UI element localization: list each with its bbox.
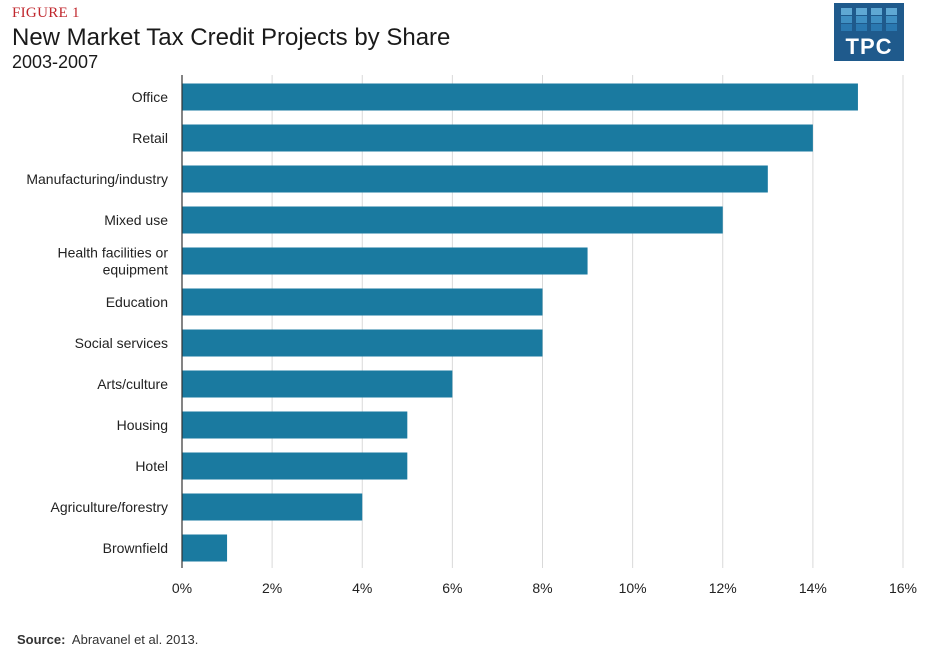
category-label: Arts/culture — [97, 376, 168, 392]
bar — [182, 411, 408, 439]
bar-chart: Office Retail Manufacturing/industry Mixed … — [26, 75, 917, 596]
bar — [182, 247, 588, 275]
logo-cell — [886, 8, 897, 15]
category-label: Manufacturing/industry — [26, 171, 168, 187]
source-note: Source: Abravanel et al. 2013. — [17, 632, 198, 647]
x-tick-label: 2% — [262, 580, 282, 596]
tpc-logo-text: TPC — [845, 34, 893, 59]
bar — [182, 329, 543, 357]
category-label: Mixed use — [104, 212, 168, 228]
x-tick-label: 14% — [799, 580, 827, 596]
category-label: Housing — [117, 417, 168, 433]
x-tick-label: 16% — [889, 580, 917, 596]
logo-cell — [856, 16, 867, 23]
category-label: Retail — [132, 130, 168, 146]
x-tick-label: 0% — [172, 580, 192, 596]
chart-title: New Market Tax Credit Projects by Share — [12, 24, 451, 51]
x-tick-label: 10% — [619, 580, 647, 596]
category-label: Agriculture/forestry — [51, 499, 168, 515]
category-label: Education — [106, 294, 168, 310]
bar — [182, 452, 408, 480]
x-tick-label: 8% — [532, 580, 552, 596]
bar — [182, 165, 768, 193]
logo-cell — [841, 24, 852, 31]
tpc-logo: TPC — [834, 3, 904, 61]
figure-label: FIGURE 1 — [12, 5, 80, 21]
bar — [182, 288, 543, 316]
category-label: Office — [132, 89, 169, 105]
logo-cell — [871, 8, 882, 15]
category-label: Social services — [75, 335, 168, 351]
logo-cell — [841, 16, 852, 23]
bar — [182, 534, 228, 562]
x-tick-label: 4% — [352, 580, 372, 596]
logo-cell — [871, 24, 882, 31]
logo-cell — [856, 8, 867, 15]
bar — [182, 493, 363, 521]
logo-cell — [886, 24, 897, 31]
category-label: Health facilities or equipment — [58, 245, 169, 278]
category-label: Brownfield — [103, 540, 168, 556]
logo-cell — [886, 16, 897, 23]
bar — [182, 370, 453, 398]
bar — [182, 83, 858, 111]
source-label: Source: — [17, 632, 66, 647]
bar — [182, 206, 723, 234]
logo-cell — [841, 8, 852, 15]
logo-cell — [856, 24, 867, 31]
bar — [182, 124, 813, 152]
logo-cell — [871, 16, 882, 23]
x-tick-label: 6% — [442, 580, 462, 596]
source-text: Abravanel et al. 2013. — [71, 632, 199, 647]
chart-subtitle: 2003-2007 — [12, 52, 99, 72]
category-label: Hotel — [135, 458, 168, 474]
x-tick-label: 12% — [709, 580, 737, 596]
